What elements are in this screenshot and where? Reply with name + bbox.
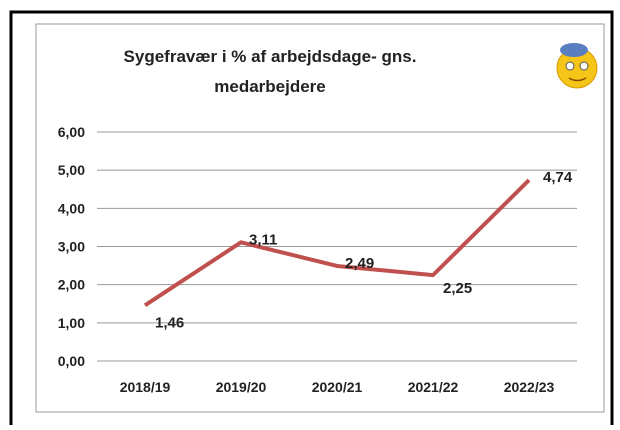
data-label: 2,25	[443, 280, 472, 297]
y-tick-label: 4,00	[58, 200, 85, 216]
data-label: 1,46	[155, 314, 184, 331]
icon-eye	[580, 62, 588, 70]
y-tick-label: 3,00	[58, 239, 85, 255]
chart-title-line: medarbejdere	[214, 77, 326, 96]
x-tick-label: 2021/22	[408, 379, 459, 395]
data-label: 4,74	[543, 169, 573, 186]
y-tick-label: 5,00	[58, 162, 85, 178]
y-tick-label: 6,00	[58, 124, 85, 140]
chart-title-line: Sygefravær i % af arbejdsdage- gns.	[124, 47, 417, 66]
data-label: 3,11	[249, 231, 277, 248]
icon-cap	[560, 43, 588, 57]
y-tick-label: 2,00	[58, 277, 85, 293]
y-tick-label: 0,00	[58, 353, 85, 369]
x-tick-label: 2018/19	[120, 379, 171, 395]
page: Sygefravær i % af arbejdsdage- gns. meda…	[0, 0, 620, 430]
x-tick-label: 2020/21	[312, 379, 363, 395]
chart: Sygefravær i % af arbejdsdage- gns. meda…	[0, 0, 620, 425]
icon-eye	[566, 62, 574, 70]
data-label: 2,49	[345, 255, 374, 272]
x-tick-label: 2019/20	[216, 379, 267, 395]
x-tick-label: 2022/23	[504, 379, 555, 395]
y-tick-label: 1,00	[58, 315, 85, 331]
